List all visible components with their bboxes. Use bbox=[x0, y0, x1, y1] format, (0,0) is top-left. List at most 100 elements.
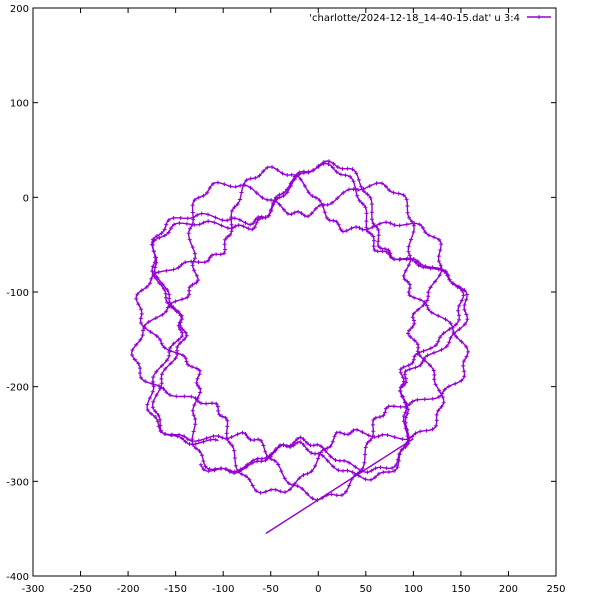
data-point bbox=[296, 209, 301, 214]
x-tick-label: -250 bbox=[69, 584, 92, 595]
data-point bbox=[178, 313, 183, 318]
data-point bbox=[338, 172, 343, 177]
data-point bbox=[233, 184, 238, 189]
data-point bbox=[441, 400, 446, 405]
data-point bbox=[228, 233, 232, 237]
data-point bbox=[413, 365, 418, 370]
legend: 'charlotte/2024-12-18_14-40-15.dat' u 3:… bbox=[309, 13, 551, 24]
data-point bbox=[453, 322, 458, 327]
data-point bbox=[410, 399, 415, 404]
data-point bbox=[461, 363, 466, 368]
data-point bbox=[376, 471, 381, 476]
data-point bbox=[334, 430, 339, 435]
data-point bbox=[180, 436, 184, 441]
data-point bbox=[272, 458, 277, 463]
data-point bbox=[348, 430, 353, 435]
data-point bbox=[464, 312, 469, 317]
data-point bbox=[451, 330, 456, 335]
data-point bbox=[162, 345, 167, 350]
data-point bbox=[263, 458, 268, 463]
data-point bbox=[301, 473, 306, 477]
data-point bbox=[258, 490, 263, 495]
data-point bbox=[407, 215, 412, 220]
data-point bbox=[432, 350, 436, 355]
data-point bbox=[370, 422, 375, 427]
data-point bbox=[383, 184, 388, 189]
data-point bbox=[406, 249, 411, 254]
data-point bbox=[196, 278, 201, 283]
y-tick-label: -100 bbox=[6, 288, 29, 299]
data-point bbox=[331, 218, 336, 223]
data-point bbox=[392, 435, 397, 440]
data-point bbox=[330, 439, 335, 444]
data-point bbox=[450, 281, 455, 286]
data-point bbox=[211, 181, 215, 186]
data-point bbox=[149, 276, 154, 281]
data-point bbox=[411, 311, 416, 316]
data-point bbox=[164, 309, 169, 314]
data-point bbox=[156, 413, 161, 418]
data-point bbox=[227, 469, 232, 474]
data-point bbox=[194, 366, 199, 371]
data-point bbox=[319, 444, 323, 449]
data-point bbox=[402, 277, 407, 282]
data-point bbox=[153, 415, 158, 419]
data-point bbox=[406, 407, 411, 412]
data-point bbox=[443, 269, 448, 274]
data-point bbox=[298, 440, 303, 445]
data-point bbox=[195, 213, 200, 218]
data-point bbox=[214, 252, 219, 257]
data-point bbox=[384, 220, 389, 225]
data-point bbox=[313, 206, 318, 211]
data-point bbox=[241, 183, 246, 188]
data-point bbox=[455, 285, 460, 289]
data-point bbox=[372, 238, 376, 243]
data-point bbox=[337, 458, 342, 463]
data-point bbox=[371, 429, 376, 434]
x-tick-label: 250 bbox=[546, 584, 565, 595]
data-point bbox=[363, 477, 368, 482]
data-point bbox=[154, 393, 159, 397]
data-point bbox=[207, 255, 212, 260]
data-point bbox=[197, 368, 202, 373]
data-point bbox=[381, 413, 386, 418]
data-point bbox=[144, 285, 149, 289]
data-point bbox=[441, 331, 446, 336]
data-point bbox=[460, 288, 465, 293]
data-point bbox=[377, 415, 382, 419]
data-point bbox=[310, 496, 315, 501]
data-point bbox=[243, 220, 248, 225]
data-point bbox=[412, 295, 416, 300]
data-point bbox=[220, 435, 225, 440]
x-tick-label: 100 bbox=[404, 584, 423, 595]
data-point bbox=[323, 448, 328, 453]
data-point bbox=[347, 460, 352, 465]
data-point bbox=[386, 404, 391, 409]
data-point bbox=[447, 327, 452, 332]
data-point bbox=[285, 187, 289, 192]
data-point bbox=[217, 412, 222, 417]
data-point bbox=[403, 420, 408, 425]
data-point bbox=[436, 254, 441, 259]
data-point bbox=[157, 383, 161, 388]
data-point bbox=[344, 489, 348, 494]
data-point bbox=[407, 282, 412, 287]
data-point bbox=[183, 260, 188, 265]
data-point bbox=[198, 386, 202, 391]
data-point bbox=[160, 312, 165, 317]
data-point bbox=[369, 202, 374, 207]
data-point bbox=[134, 342, 139, 347]
data-point bbox=[343, 173, 348, 178]
data-point bbox=[297, 476, 302, 481]
data-point bbox=[301, 437, 306, 442]
data-point bbox=[437, 388, 442, 393]
data-point bbox=[157, 281, 162, 286]
data-point bbox=[375, 249, 380, 254]
data-point bbox=[317, 198, 322, 203]
data-point bbox=[385, 433, 390, 438]
data-point bbox=[148, 281, 152, 286]
data-point bbox=[372, 435, 377, 439]
data-point bbox=[349, 226, 354, 231]
data-point bbox=[251, 458, 256, 463]
data-point bbox=[447, 277, 452, 282]
